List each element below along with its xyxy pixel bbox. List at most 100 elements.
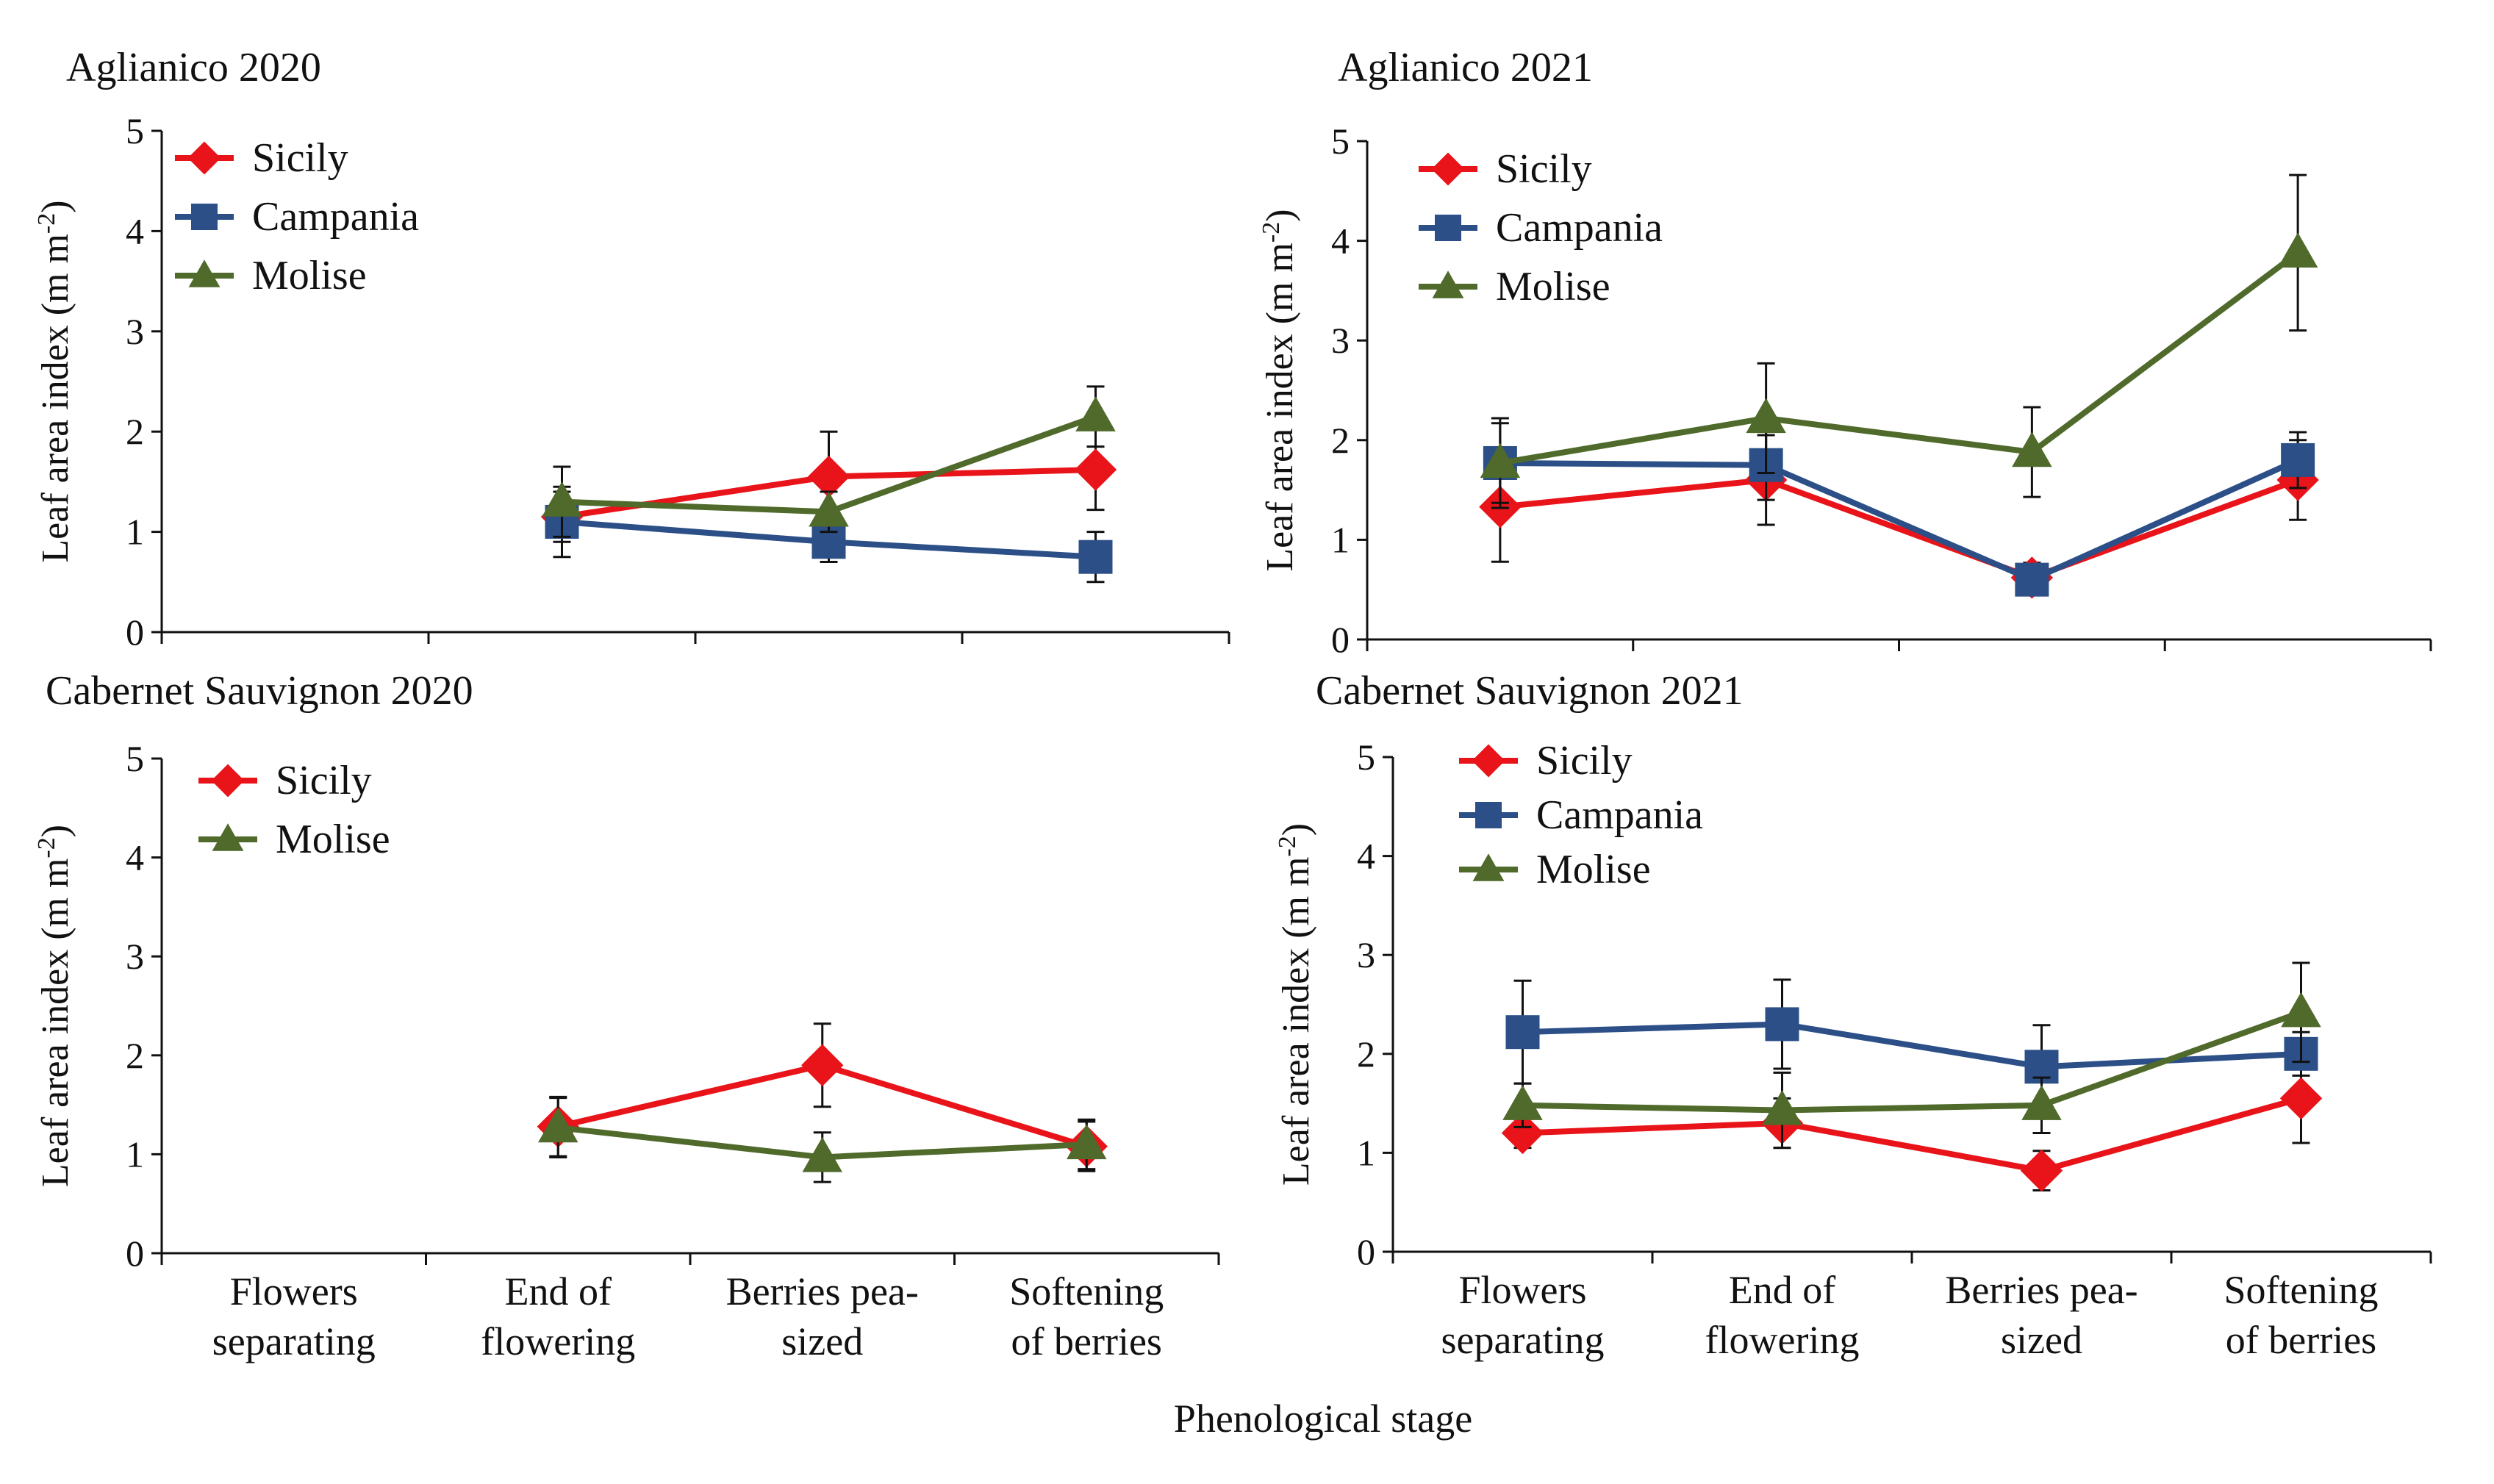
- legend-marker-molise: [1432, 270, 1464, 298]
- y-tick-label: 1: [1357, 1132, 1375, 1173]
- y-tick-label: 5: [1331, 121, 1350, 162]
- series-line: [1522, 1021, 2301, 1070]
- data-point-berries-pea-sized: [802, 1136, 842, 1172]
- y-tick-label: 3: [126, 936, 144, 977]
- legend-label-campania: Campania: [1536, 792, 1703, 838]
- legend-marker-molise: [212, 823, 244, 851]
- y-axis-label: Leaf area index (m m-2): [1258, 209, 1301, 571]
- y-tick-label: 5: [1357, 736, 1375, 778]
- data-point-softening-of-berries: [1078, 540, 1113, 574]
- chart-title: Aglianico 2021: [1338, 45, 1593, 90]
- data-point-softening-of-berries: [2281, 442, 2315, 477]
- x-tick-label-flowers-separating: Flowers separating: [212, 1269, 376, 1363]
- chart-title: Cabernet Sauvignon 2021: [1316, 668, 1744, 714]
- legend-marker-campania: [1475, 802, 1502, 828]
- y-tick-label: 3: [126, 311, 144, 352]
- legend-label-molise: Molise: [252, 253, 367, 298]
- series-line: [1499, 477, 2299, 581]
- legend-label-molise: Molise: [1536, 847, 1651, 892]
- y-tick-label: 5: [126, 738, 144, 779]
- legend: Sicily Molise: [198, 758, 390, 862]
- series-campania: [1483, 422, 2315, 597]
- x-tick-label-end-of-flowering: End of flowering: [481, 1269, 635, 1363]
- x-tick-label-berries-pea-sized: Berries pea-sized: [1945, 1268, 2138, 1362]
- legend-marker-campania: [191, 204, 218, 230]
- y-tick-label: 0: [1331, 619, 1350, 660]
- y-tick-label: 2: [126, 411, 144, 452]
- y-axis-label: Leaf area index (m m-2): [33, 200, 76, 562]
- legend-label-campania: Campania: [252, 194, 419, 240]
- y-tick-label: 0: [126, 612, 144, 653]
- chart-panel-aglianico-2020: Aglianico 2020 0 1 2 3 4 5 Leaf area index (m m…: [33, 45, 1230, 653]
- legend: Sicily Campania Molise: [1419, 146, 1663, 309]
- y-tick-label: 0: [126, 1233, 144, 1274]
- series-campania: [1505, 978, 2318, 1110]
- y-tick-label: 0: [1357, 1231, 1375, 1272]
- y-tick-label: 4: [126, 210, 144, 251]
- data-point-flowers-separating: [1505, 1015, 1540, 1050]
- y-tick-label: 5: [126, 110, 144, 151]
- y-tick-label: 1: [126, 1133, 144, 1175]
- data-point-berries-pea-sized: [2012, 431, 2052, 467]
- legend-label-molise: Molise: [276, 817, 390, 862]
- data-point-softening-of-berries: [2277, 232, 2318, 268]
- series-line: [1522, 1095, 2302, 1174]
- data-point-end-of-flowering: [1765, 1007, 1799, 1042]
- legend-marker-molise: [1472, 853, 1505, 881]
- data-point-berries-pea-sized: [2021, 1085, 2062, 1120]
- series-molise: [1480, 173, 2318, 509]
- y-tick-label: 2: [1331, 420, 1350, 461]
- x-axis-label: Phenological stage: [1174, 1397, 1472, 1441]
- legend-label-molise: Molise: [1496, 264, 1610, 309]
- series-line: [1522, 1009, 2302, 1114]
- y-axis-label: Leaf area index (m m-2): [1274, 823, 1317, 1186]
- legend-marker-sicily: [187, 141, 221, 175]
- legend-label-campania: Campania: [1496, 205, 1663, 251]
- data-point-flowers-separating: [1480, 442, 1521, 478]
- chart-title: Cabernet Sauvignon 2020: [46, 668, 473, 714]
- data-point-end-of-flowering: [1762, 1089, 1802, 1125]
- legend-marker-sicily: [1472, 744, 1505, 778]
- y-tick-label: 2: [1357, 1033, 1375, 1075]
- y-tick-label: 3: [1331, 320, 1350, 361]
- legend: Sicily Campania Molise: [1459, 738, 1703, 892]
- data-point-flowers-separating: [1501, 1111, 1544, 1155]
- x-tick-label-softening-of-berries: Softening of berries: [1009, 1269, 1164, 1363]
- legend: Sicily Campania Molise: [175, 135, 419, 298]
- y-tick-label: 1: [126, 512, 144, 553]
- data-point-berries-pea-sized: [2020, 1149, 2063, 1192]
- chart-title: Aglianico 2020: [66, 45, 321, 90]
- legend-label-sicily: Sicily: [1536, 738, 1633, 784]
- x-tick-label-end-of-flowering: End of flowering: [1705, 1268, 1860, 1362]
- legend-marker-sicily: [1431, 152, 1465, 186]
- y-tick-label: 4: [1357, 836, 1375, 877]
- y-tick-label: 3: [1357, 934, 1375, 975]
- y-tick-label: 1: [1331, 519, 1350, 560]
- y-tick-label: 2: [126, 1035, 144, 1076]
- y-tick-label: 4: [1331, 221, 1350, 262]
- data-point-berries-pea-sized: [801, 1044, 844, 1086]
- series-sicily: [1501, 1053, 2323, 1192]
- data-point-softening-of-berries: [1074, 448, 1117, 491]
- x-tick-label-berries-pea-sized: Berries pea-sized: [726, 1269, 919, 1363]
- legend-label-sicily: Sicily: [1496, 146, 1592, 192]
- legend-label-sicily: Sicily: [276, 758, 372, 803]
- data-point-end-of-flowering: [542, 481, 582, 517]
- data-point-softening-of-berries: [2281, 992, 2321, 1028]
- data-point-softening-of-berries: [1067, 1124, 1107, 1160]
- series-molise: [542, 385, 1116, 538]
- series-line: [1499, 457, 2299, 583]
- data-point-end-of-flowering: [538, 1107, 578, 1143]
- legend-marker-molise: [188, 259, 221, 287]
- legend-marker-campania: [1435, 215, 1461, 241]
- chart-panel-aglianico-2021: Aglianico 2021 0 1 2 3 4 5 Leaf area index (m m…: [1258, 45, 2432, 660]
- y-axis-label: Leaf area index (m m-2): [33, 825, 76, 1187]
- legend-label-sicily: Sicily: [252, 135, 348, 181]
- data-point-flowers-separating: [1502, 1085, 1543, 1120]
- series-molise: [1502, 961, 2321, 1150]
- series-molise: [538, 1097, 1107, 1183]
- data-point-berries-pea-sized: [809, 491, 849, 527]
- data-point-softening-of-berries: [1075, 396, 1116, 431]
- chart-panel-cabernet-sauvignon-2020: Cabernet Sauvignon 2020 0 1 2 3 4 5 Flowers sepa…: [33, 668, 1220, 1363]
